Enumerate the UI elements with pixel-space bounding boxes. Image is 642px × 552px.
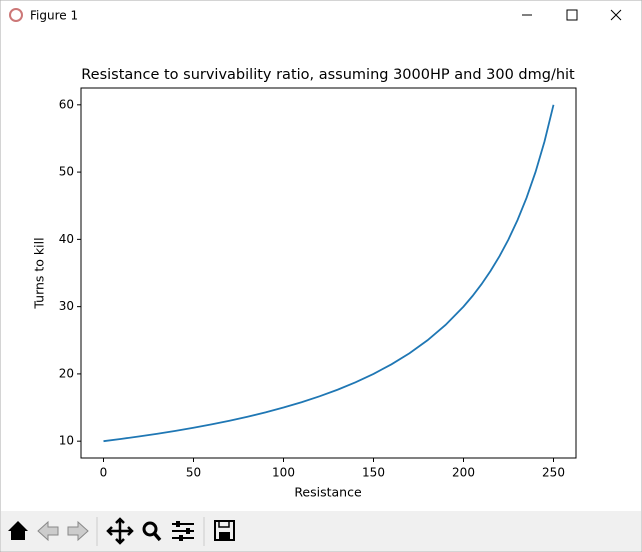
save-button[interactable] <box>214 520 235 541</box>
home-button[interactable] <box>8 521 28 540</box>
configure-button[interactable] <box>172 521 194 541</box>
x-axis-label: Resistance <box>294 485 362 500</box>
y-tick-label: 50 <box>59 165 74 179</box>
y-tick-label: 30 <box>59 299 74 313</box>
x-tick-label: 250 <box>542 466 565 480</box>
x-tick-label: 100 <box>272 466 295 480</box>
close-button[interactable] <box>610 9 622 21</box>
axes-frame <box>80 87 577 459</box>
y-tick-label: 40 <box>59 232 74 246</box>
y-tick-label: 10 <box>59 434 74 448</box>
y-tick-label: 20 <box>59 366 74 380</box>
back-button[interactable] <box>37 520 59 542</box>
x-tick-label: 0 <box>100 466 108 480</box>
window-title: Figure 1 <box>30 9 78 23</box>
chart-title: Resistance to survivability ratio, assum… <box>81 67 575 83</box>
app-icon <box>9 8 23 22</box>
maximize-button[interactable] <box>566 9 578 21</box>
pan-button[interactable] <box>106 517 134 545</box>
forward-button[interactable] <box>67 520 89 542</box>
x-tick-label: 50 <box>186 466 201 480</box>
y-axis-label: Turns to kill <box>32 237 47 309</box>
line-series <box>103 104 555 443</box>
zoom-button[interactable] <box>142 521 162 542</box>
x-tick-label: 150 <box>362 466 385 480</box>
x-tick-label: 200 <box>452 466 475 480</box>
y-tick-label: 60 <box>59 97 74 111</box>
